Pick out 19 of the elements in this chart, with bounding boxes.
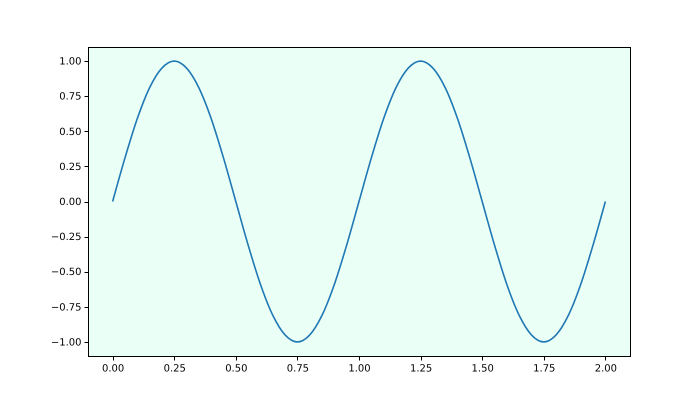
x-tick-label: 2.00 (594, 364, 617, 374)
y-tick-label: 0.00 (59, 197, 82, 208)
y-tick-label: 0.25 (59, 162, 82, 173)
x-tick-label: 1.25 (410, 364, 432, 374)
x-tick-label: 0.50 (225, 364, 248, 374)
x-tick-label: 0.75 (286, 364, 310, 374)
x-tick-label: 0.25 (164, 364, 186, 374)
x-tick-label: 0.00 (102, 364, 124, 374)
x-tick-label: 1.00 (348, 364, 371, 374)
y-tick-label: −0.50 (50, 267, 82, 278)
x-tick-label: 1.50 (472, 364, 494, 374)
line-series (112, 60, 606, 343)
y-tick-label: −0.25 (50, 232, 82, 244)
y-tick-label: −1.00 (50, 337, 82, 348)
y-tick-label: 1.00 (59, 56, 82, 68)
y-tick-label: 0.50 (59, 126, 82, 138)
y-tick-label: 0.75 (59, 92, 82, 103)
y-tick-label: −0.75 (50, 302, 82, 314)
x-tick-label: 1.75 (533, 364, 556, 374)
